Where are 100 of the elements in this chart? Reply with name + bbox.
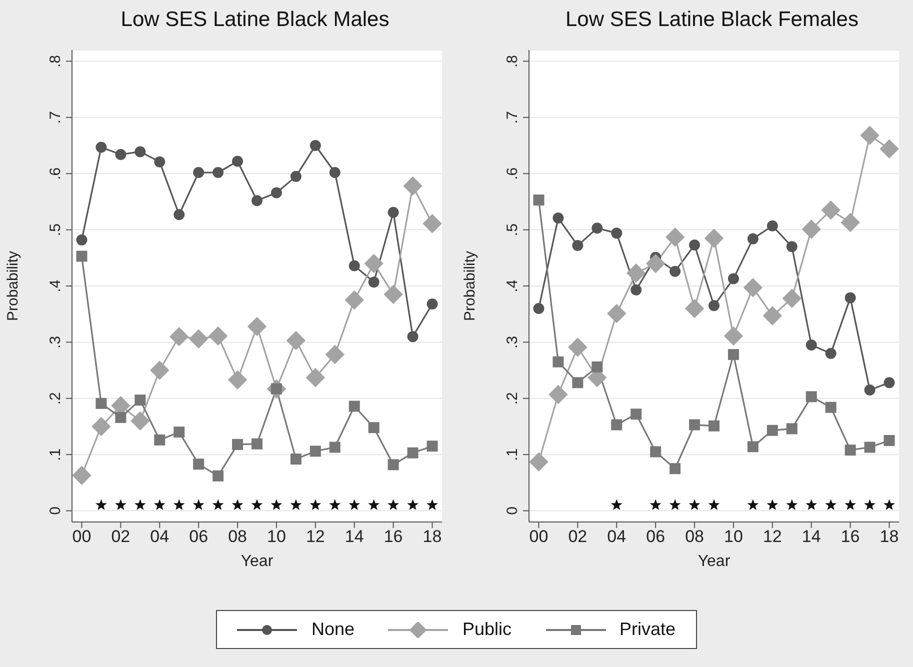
x-tick-label: 00 — [72, 527, 92, 546]
point — [844, 444, 856, 456]
y-tick-label: .7 — [47, 111, 64, 124]
y-tick-label: .2 — [47, 392, 64, 405]
legend-label: Private — [620, 619, 676, 640]
point — [96, 142, 107, 153]
y-tick-label: .6 — [504, 167, 521, 180]
y-tick-label: .2 — [504, 392, 521, 405]
point — [724, 326, 744, 346]
point — [310, 140, 321, 152]
point — [290, 170, 302, 182]
point — [806, 499, 818, 510]
point — [384, 284, 403, 304]
point — [325, 344, 345, 364]
point — [174, 426, 185, 438]
point — [72, 466, 92, 485]
x-axis-title: Year — [240, 553, 274, 570]
point — [806, 391, 817, 402]
y-tick-label: .6 — [47, 167, 64, 180]
point — [252, 438, 262, 450]
point — [650, 499, 662, 510]
point — [607, 304, 626, 324]
x-tick-label: 04 — [150, 527, 170, 546]
point — [348, 499, 360, 510]
point — [650, 446, 662, 458]
point — [76, 250, 88, 262]
point — [704, 228, 724, 248]
y-tick-label: 0 — [504, 506, 521, 515]
point — [670, 463, 681, 474]
point — [860, 126, 880, 146]
point — [864, 442, 876, 453]
point — [407, 447, 418, 458]
point — [173, 499, 185, 510]
x-tick-label: 16 — [384, 527, 403, 546]
point — [388, 459, 399, 470]
point — [115, 412, 126, 423]
point — [786, 241, 798, 252]
point — [572, 377, 584, 388]
point — [669, 499, 681, 510]
point — [154, 156, 166, 168]
y-tick-label: .3 — [504, 336, 521, 348]
x-tick-label: 06 — [189, 527, 208, 546]
point — [708, 499, 720, 510]
point — [747, 233, 758, 244]
point — [426, 499, 438, 510]
point — [169, 326, 189, 346]
point — [766, 220, 778, 232]
x-tick-label: 14 — [802, 527, 821, 546]
chart-title: Low SES Latine Black Females — [564, 8, 860, 32]
point — [422, 214, 442, 234]
point — [270, 499, 282, 510]
point — [802, 220, 821, 239]
point — [670, 266, 681, 277]
x-tick-label: 12 — [762, 527, 782, 546]
point — [728, 349, 739, 360]
point — [115, 149, 126, 160]
point — [290, 499, 302, 510]
point — [426, 440, 438, 452]
point — [592, 361, 603, 372]
point — [844, 499, 856, 510]
point — [154, 499, 166, 510]
y-tick-label: 0 — [47, 506, 64, 515]
point — [407, 331, 418, 342]
point — [708, 300, 720, 312]
point — [884, 499, 895, 510]
point — [96, 499, 107, 510]
y-tick-label: .5 — [504, 224, 521, 236]
legend-label: Public — [462, 619, 512, 640]
point — [552, 212, 564, 224]
point — [684, 298, 704, 318]
x-tick-label: 02 — [111, 527, 130, 546]
point — [92, 416, 111, 436]
x-tick-label: 04 — [607, 527, 626, 546]
point — [884, 377, 895, 388]
point — [348, 260, 360, 272]
point — [329, 166, 340, 178]
legend-label: None — [311, 619, 354, 640]
point — [747, 499, 759, 510]
point — [212, 470, 224, 482]
point — [388, 499, 400, 510]
point — [533, 194, 544, 206]
point — [403, 176, 422, 196]
point — [134, 499, 146, 510]
point — [630, 284, 642, 296]
point — [193, 458, 204, 470]
chart-title: Low SES Latine Black Males — [120, 8, 390, 32]
point — [630, 408, 642, 420]
y-tick-label: .4 — [47, 280, 64, 292]
point — [568, 338, 588, 357]
point — [825, 402, 836, 413]
point — [552, 356, 564, 368]
point — [864, 384, 876, 396]
x-tick-label: 08 — [685, 527, 704, 546]
point — [766, 424, 778, 436]
point — [407, 499, 418, 510]
y-axis-title: Probability — [461, 250, 478, 322]
point — [689, 419, 700, 430]
point — [96, 398, 107, 409]
x-tick-label: 10 — [724, 527, 743, 546]
point — [762, 306, 782, 326]
